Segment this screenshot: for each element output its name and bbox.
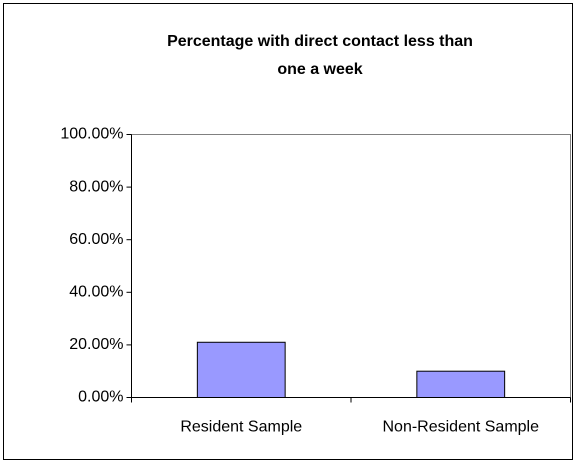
bar <box>416 370 506 399</box>
y-tick-label: 0.00% <box>78 389 123 406</box>
x-tick-label: Non-Resident Sample <box>382 419 539 436</box>
x-tick-label: Resident Sample <box>180 419 302 436</box>
bar <box>196 341 286 398</box>
chart-title: one a week <box>277 61 362 78</box>
y-tick-label: 80.00% <box>69 178 123 195</box>
y-tick-label: 40.00% <box>69 284 123 301</box>
chart-title: Percentage with direct contact less than <box>167 33 473 50</box>
y-tick-label: 20.00% <box>69 336 123 353</box>
y-tick-label: 100.00% <box>60 126 123 143</box>
y-tick-label: 60.00% <box>69 231 123 248</box>
